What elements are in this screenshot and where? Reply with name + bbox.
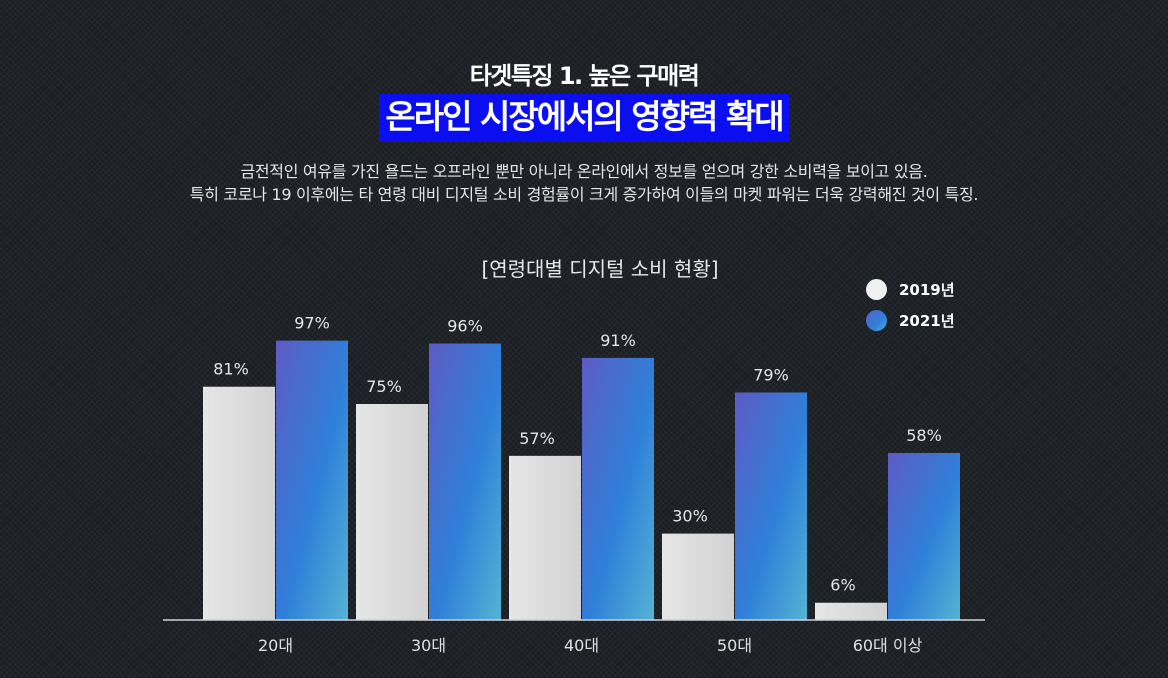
bar-2021-4 bbox=[735, 392, 807, 620]
headline-wrap: 온라인 시장에서의 영향력 확대 bbox=[0, 94, 1168, 142]
legend-swatch-2019 bbox=[866, 278, 887, 300]
value-label-2019-3: 57% bbox=[519, 429, 555, 448]
legend-item-2021: 2021년 bbox=[866, 309, 955, 331]
description-line-1: 금전적인 여유를 가진 욜드는 오프라인 뿐만 아니라 온라인에서 정보를 얻으… bbox=[240, 162, 928, 181]
category-label-3: 40대 bbox=[564, 636, 599, 655]
page-subtitle: 타겟특징 1. 높은 구매력 bbox=[469, 62, 700, 90]
chart-title: [연령대별 디지털 소비 현황] bbox=[481, 257, 719, 281]
bar-2019-4 bbox=[662, 533, 734, 620]
bar-2021-2 bbox=[429, 343, 501, 620]
bar-2019-1 bbox=[203, 386, 275, 620]
value-label-2019-1: 81% bbox=[213, 360, 249, 379]
description: 금전적인 여유를 가진 욜드는 오프라인 뿐만 아니라 온라인에서 정보를 얻으… bbox=[0, 160, 1168, 206]
bar-2021-5 bbox=[888, 452, 960, 620]
value-label-2019-4: 30% bbox=[672, 507, 708, 526]
category-label-2: 30대 bbox=[411, 636, 446, 655]
page-headline: 온라인 시장에서의 영향력 확대 bbox=[379, 94, 789, 142]
bars-group: 81% 97% 20대 75% 96% 30대 57% 91% 40대 30% 79% 50대 6% 58… bbox=[203, 314, 960, 655]
value-label-2021-1: 97% bbox=[294, 314, 330, 333]
bar-2019-2 bbox=[356, 404, 428, 620]
category-label-4: 50대 bbox=[717, 636, 752, 655]
category-label-5: 60대 이상 bbox=[853, 636, 923, 655]
description-line-2: 특히 코로나 19 이후에는 타 연령 대비 디지털 소비 경험률이 크게 증가… bbox=[189, 185, 979, 204]
category-label-1: 20대 bbox=[258, 636, 293, 655]
value-label-2021-5: 58% bbox=[906, 426, 942, 445]
bar-2019-5 bbox=[815, 602, 887, 620]
bar-2021-3 bbox=[582, 357, 654, 620]
value-label-2021-3: 91% bbox=[600, 331, 636, 350]
value-label-2021-4: 79% bbox=[753, 365, 789, 384]
value-label-2021-2: 96% bbox=[447, 317, 483, 336]
legend-label-2019: 2019년 bbox=[899, 280, 955, 299]
bar-2021-1 bbox=[276, 340, 348, 620]
chart-legend: 2019년 2021년 bbox=[866, 278, 955, 340]
legend-label-2021: 2021년 bbox=[899, 311, 955, 330]
legend-swatch-2021 bbox=[866, 309, 887, 331]
bar-2019-3 bbox=[509, 455, 581, 620]
value-label-2019-2: 75% bbox=[366, 377, 402, 396]
value-label-2019-5: 6% bbox=[830, 576, 855, 595]
legend-item-2019: 2019년 bbox=[866, 278, 955, 300]
